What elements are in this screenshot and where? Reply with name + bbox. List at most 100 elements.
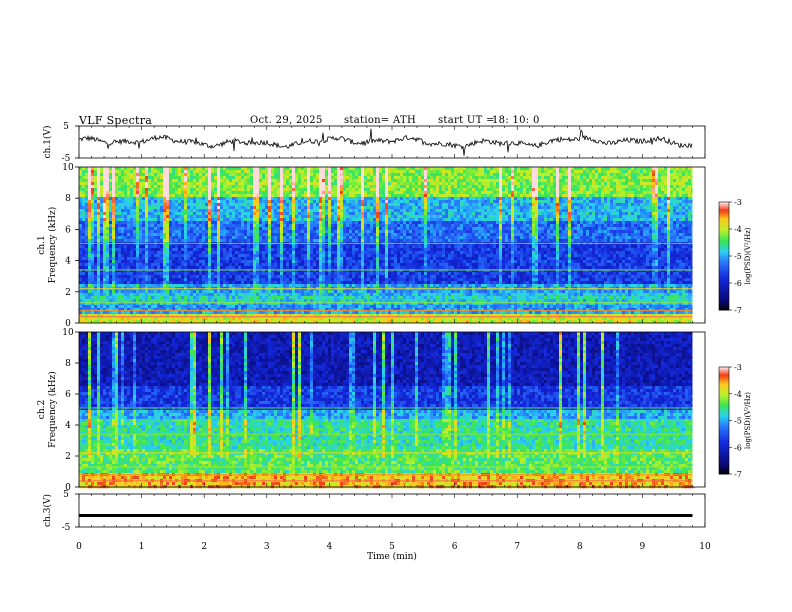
ch2-spectrogram-colorbar-cell	[719, 452, 729, 455]
ch1-spectrogram-colorbar-cell	[719, 281, 729, 284]
ch1-spectrogram-ytick-label: 2	[65, 288, 71, 298]
ch2-spectrogram-colorbar-cell	[719, 375, 729, 379]
ch2-spectrogram-colorbar-cell	[719, 420, 729, 423]
x-tick-label: 10	[699, 542, 711, 552]
ch1-spectrogram-colorbar: -3 -4 -5 -6 -7 log(PSD)(V²/Hz)	[718, 198, 752, 315]
ch1-spectrogram-colorbar-cell	[719, 288, 729, 291]
ch1-spectrogram-colorbar-cell	[719, 214, 729, 217]
ch1-spectrogram-colorbar-label: log(PSD)(V²/Hz)	[744, 227, 752, 284]
ch1-spectrogram-colorbar-cell	[719, 218, 729, 221]
ch1-spectrogram-colorbar-cell	[719, 212, 729, 216]
x-tick-label: 0	[76, 542, 82, 552]
ch1-spectrogram-colorbar-cell	[719, 243, 729, 246]
ch1-spectrogram-colorbar-cell	[719, 241, 729, 244]
ch2-spectrogram-colorbar-cell	[719, 441, 729, 445]
ch3-waveform-ytick-label: 5	[63, 490, 69, 500]
ch1-spectrogram-colorbar-cell	[719, 257, 729, 261]
ch1-spectrogram-colorbar-tick-label: -6	[734, 279, 742, 288]
ch1-spectrogram-colorbar-cell	[719, 268, 729, 271]
ch1-spectrogram-colorbar-cell	[719, 297, 729, 300]
ch2-spectrogram-colorbar-cell	[719, 395, 729, 398]
ch1-spectrogram-colorbar-cell	[719, 293, 729, 297]
ch2-spectrogram-colorbar-cell	[719, 370, 729, 373]
x-tick-label: 8	[577, 542, 583, 552]
ch3-waveform-ytick-label: -5	[62, 523, 71, 533]
ch1-waveform-panel: 5 -5 ch.1(V)	[42, 122, 706, 164]
x-tick-label: 3	[264, 542, 270, 552]
ch2-spectrogram-colorbar-cell	[719, 404, 729, 407]
ch1-spectrogram-colorbar-cell	[719, 284, 729, 288]
ch1-spectrogram-colorbar-cell	[719, 234, 729, 237]
ch1-spectrogram-colorbar-cell	[719, 274, 729, 277]
ch1-spectrogram-colorbar-cell	[719, 223, 729, 226]
ch2-spectrogram-colorbar-cell	[719, 440, 729, 443]
ch1-spectrogram-colorbar-cell	[719, 221, 729, 225]
ch1-spectrogram-colorbar-cell	[719, 211, 729, 214]
ch1-spectrogram-colorbar-cell	[719, 202, 729, 205]
ch1-spectrogram-colorbar-cell	[719, 236, 729, 239]
ch1-spectrogram-colorbar-cell	[719, 225, 729, 228]
ch1-spectrogram-colorbar-cell	[719, 254, 729, 257]
ch1-waveform-line	[78, 128, 693, 156]
ch2-spectrogram-colorbar-cell	[719, 447, 729, 450]
ch1-spectrogram-colorbar-tick-label: -4	[734, 225, 742, 234]
ch2-spectrogram-colorbar-cell	[719, 400, 729, 404]
ch1-spectrogram-ytick-label: 0	[65, 319, 71, 329]
ch1-spectrogram-empty	[692, 167, 705, 323]
ch2-spectrogram-colorbar-cell	[719, 393, 729, 397]
ch1-spectrogram-colorbar-cell	[719, 209, 729, 212]
figure-title: VLF Spectra	[79, 114, 152, 127]
ch2-spectrogram-colorbar-cell	[719, 381, 729, 384]
ch1-spectrogram-colorbar-cell	[719, 270, 729, 273]
ch2-spectrogram-colorbar-label: log(PSD)(V²/Hz)	[744, 392, 752, 449]
ch2-spectrogram-colorbar-cell	[719, 472, 729, 475]
ch1-spectrogram-colorbar-tick-label: -3	[734, 198, 742, 207]
ch1-spectrogram-cells	[79, 167, 695, 324]
ch2-spectrogram-colorbar-cell	[719, 443, 729, 446]
ch3-waveform-panel: 5 -5 ch.3(V)	[42, 490, 706, 533]
ch1-spectrogram-colorbar-cell	[719, 304, 729, 307]
ch1-spectrogram-colorbar-cell	[719, 306, 729, 309]
ch1-spectrogram-colorbar-cell	[719, 259, 729, 262]
ch1-spectrogram-colorbar-cell	[719, 220, 729, 223]
ch2-spectrogram-colorbar-tick-label: -3	[734, 363, 742, 372]
ch1-spectrogram-colorbar-cell	[719, 279, 729, 282]
ch2-spectrogram-colorbar-cell	[719, 445, 729, 448]
ch2-spectrogram-colorbar-cell	[719, 463, 729, 466]
ch1-spectrogram-colorbar-cell	[719, 265, 729, 268]
ch2-spectrogram-colorbar-cell	[719, 432, 729, 436]
ch2-spectrogram-colorbar-cell	[719, 397, 729, 400]
ch1-spectrogram-colorbar-tick-label: -7	[734, 306, 742, 315]
ch2-spectrogram-colorbar-tick-label: -5	[734, 417, 742, 426]
ch1-spectrogram-colorbar-cell	[719, 245, 729, 248]
ch2-spectrogram-colorbar-cell	[719, 409, 729, 413]
ch1-spectrogram-colorbar-cell	[719, 248, 729, 252]
ch1-spectrogram-ytick-label: 4	[65, 257, 71, 267]
ch1-spectrogram-panel: 0 2 4 6 8 10 ch.1 Frequency (kHz) -3 -4 -5 -6 -7 log(…	[37, 163, 752, 329]
ch2-spectrogram-colorbar-cell	[719, 427, 729, 430]
x-tick-label: 2	[201, 542, 207, 552]
ch2-spectrogram-ytick-label: 8	[65, 359, 71, 369]
ch2-spectrogram-ytick-label: 4	[65, 421, 71, 431]
ch2-spectrogram-colorbar-cell	[719, 457, 729, 461]
ch1-waveform-ylabel: ch.1(V)	[42, 126, 53, 159]
ch1-waveform-ytick-label: -5	[62, 154, 71, 164]
ch1-spectrogram-ytick-label: 6	[65, 225, 71, 235]
ch2-spectrogram-colorbar-tick-label: -6	[734, 443, 742, 452]
ch1-spectrogram-colorbar-cell	[719, 277, 729, 280]
ch1-spectrogram-colorbar-cell	[719, 232, 729, 235]
date-label: Oct. 29, 2025	[250, 115, 323, 126]
ch1-spectrogram-colorbar-cell	[719, 275, 729, 279]
ch1-spectrogram-ylabel: Frequency (kHz)	[47, 207, 58, 284]
ch1-spectrogram-colorbar-cell	[719, 301, 729, 304]
ch2-spectrogram-colorbar-cell	[719, 391, 729, 395]
ch2-spectrogram-colorbar-cell	[719, 454, 729, 457]
x-tick-label: 9	[640, 542, 646, 552]
ch2-spectrogram-colorbar-cell	[719, 406, 729, 409]
ch2-spectrogram-colorbar-cell	[719, 422, 729, 425]
start-ut-value: 18: 10: 0	[492, 115, 540, 126]
ch2-spectrogram-colorbar-cell	[719, 465, 729, 468]
ch1-spectrogram-colorbar-cell	[719, 203, 729, 207]
ch2-spectrogram-colorbar-cell	[719, 449, 729, 452]
